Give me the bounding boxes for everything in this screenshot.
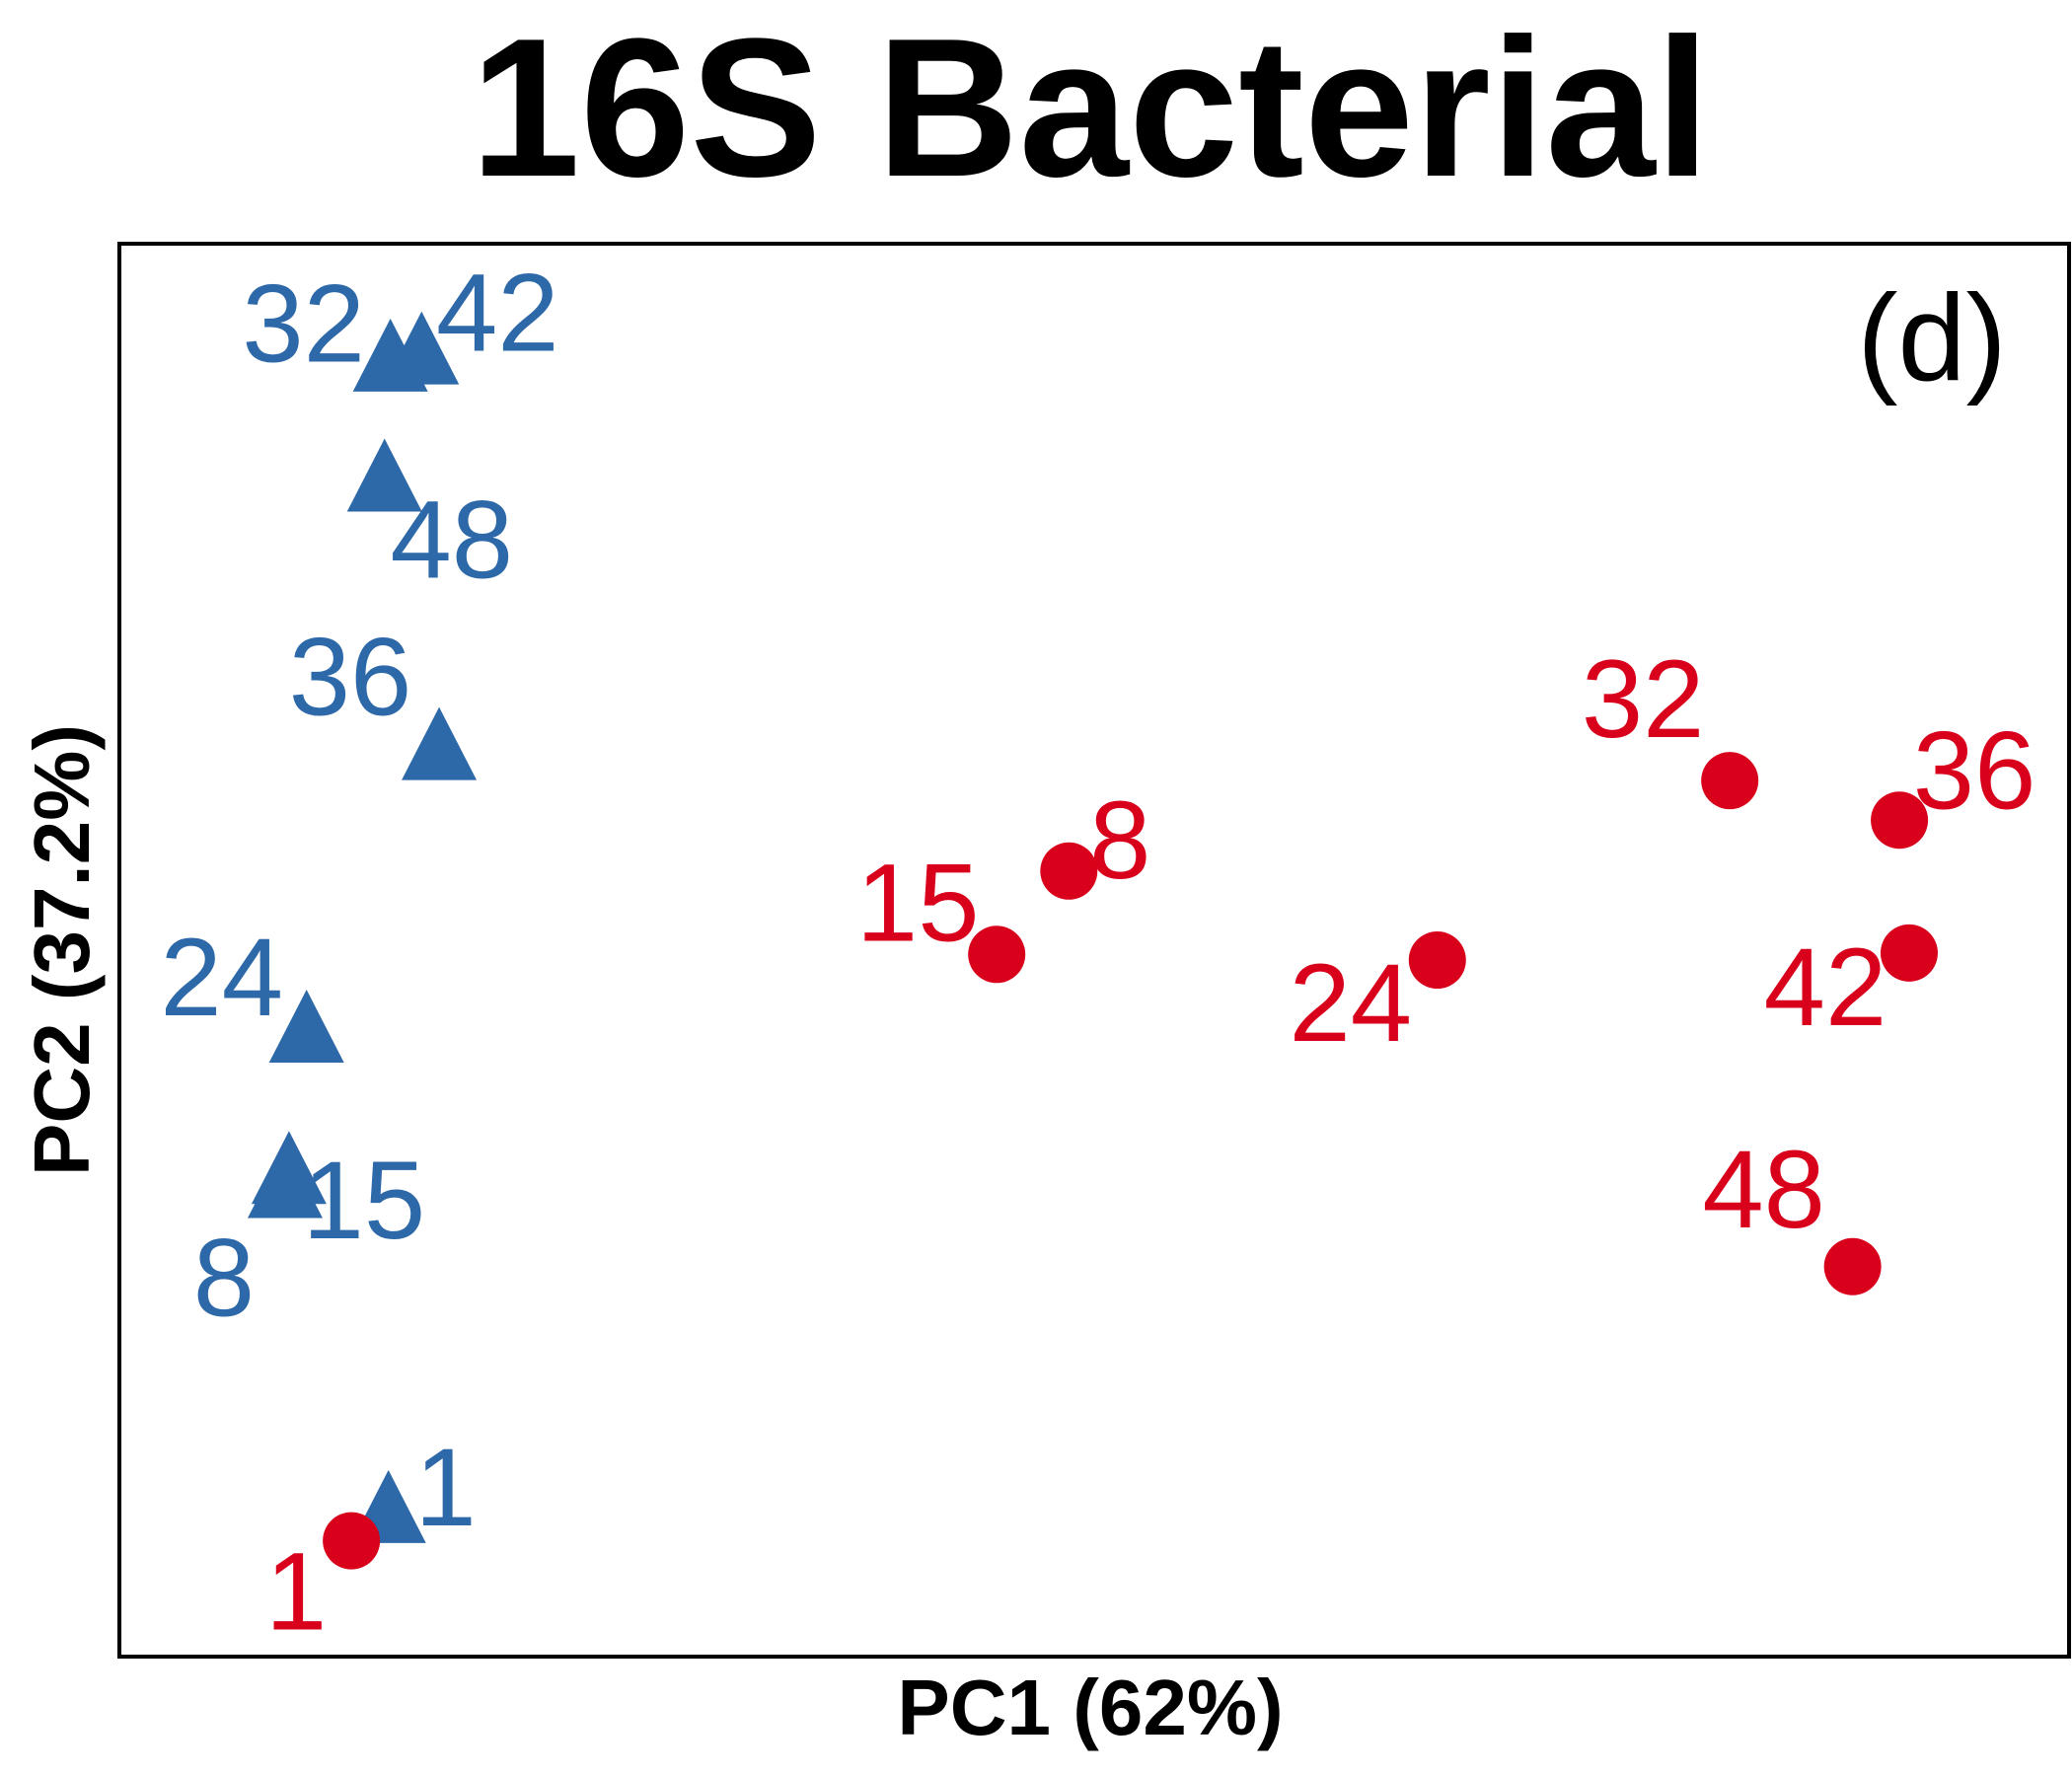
circle-point-label-24: 24 (1289, 941, 1412, 1065)
triangle-point-label-32: 32 (242, 262, 365, 386)
triangle-point-label-8: 8 (193, 1216, 255, 1339)
circle-point-24 (1408, 931, 1466, 990)
circle-point-42 (1880, 924, 1938, 982)
triangle-point-42 (384, 311, 460, 385)
triangle-point-label-24: 24 (160, 916, 283, 1039)
circle-point-32 (1701, 752, 1759, 810)
triangle-point-label-48: 48 (390, 478, 513, 601)
circle-point-label-8: 8 (1089, 778, 1150, 902)
triangle-point-label-36: 36 (289, 616, 412, 739)
circle-point-label-1: 1 (265, 1530, 327, 1654)
triangle-point-15 (251, 1131, 327, 1205)
circle-point-1 (323, 1512, 381, 1570)
triangle-point-36 (402, 706, 478, 780)
triangle-point-24 (268, 990, 344, 1064)
circle-point-label-42: 42 (1764, 925, 1887, 1049)
circle-point-36 (1871, 791, 1929, 850)
triangle-point-label-42: 42 (436, 252, 559, 375)
circle-point-label-15: 15 (856, 841, 980, 964)
circle-point-label-32: 32 (1582, 637, 1705, 761)
x-axis-label: PC1 (62%) (897, 1664, 1283, 1751)
plot-frame (117, 242, 2071, 1659)
triangle-point-48 (346, 438, 422, 512)
circle-point-label-48: 48 (1702, 1128, 1825, 1251)
y-axis-label: PC2 (37.2%) (18, 724, 106, 1176)
circle-point-15 (968, 925, 1026, 984)
circle-point-8 (1040, 842, 1098, 900)
triangle-point-label-1: 1 (415, 1426, 477, 1549)
circle-point-label-36: 36 (1913, 708, 2036, 832)
circle-point-48 (1823, 1237, 1882, 1295)
panel-label: (d) (1857, 270, 2007, 407)
data-points (247, 311, 1938, 1570)
triangle-point-label-15: 15 (303, 1139, 426, 1262)
chart-title: 16S Bacterial (471, 0, 1710, 218)
